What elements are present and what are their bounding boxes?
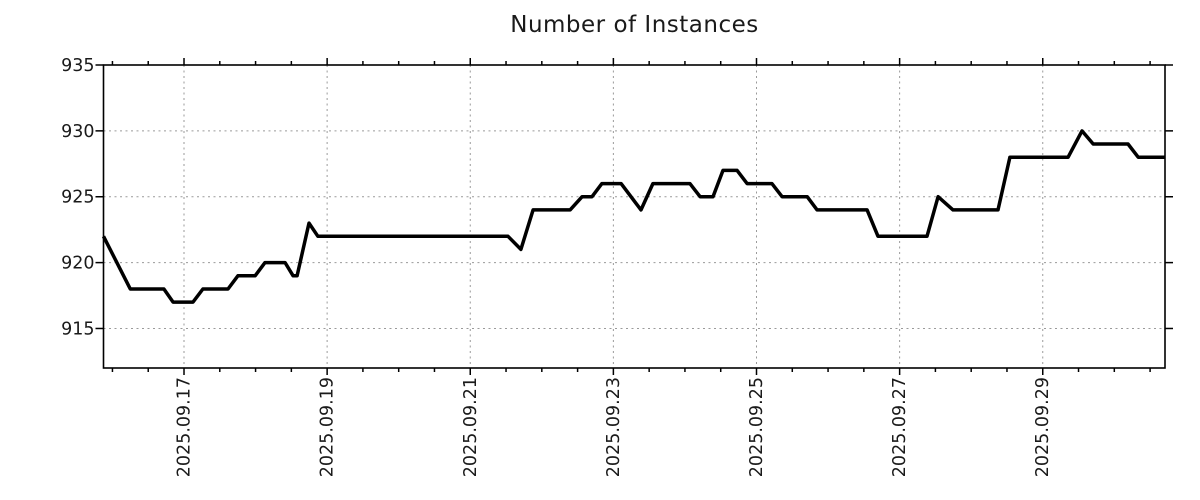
chart-title: Number of Instances: [510, 12, 759, 38]
y-tick-label: 935: [61, 56, 94, 76]
x-tick-label: 2025.09.17: [175, 377, 195, 477]
y-tick-label: 930: [61, 122, 94, 142]
x-tick-label: 2025.09.25: [747, 377, 767, 477]
x-tick-label: 2025.09.23: [604, 377, 624, 477]
series-line: [101, 129, 1165, 304]
plot-border: [102, 64, 1166, 369]
y-tick-label: 925: [61, 188, 94, 208]
x-tick-label: 2025.09.21: [461, 377, 481, 477]
y-tick-label: 915: [61, 319, 94, 339]
y-tick-label: 920: [61, 254, 94, 274]
x-tick-label: 2025.09.27: [890, 377, 910, 477]
x-tick-label: 2025.09.19: [318, 377, 338, 477]
x-tick-label: 2025.09.29: [1033, 377, 1053, 477]
